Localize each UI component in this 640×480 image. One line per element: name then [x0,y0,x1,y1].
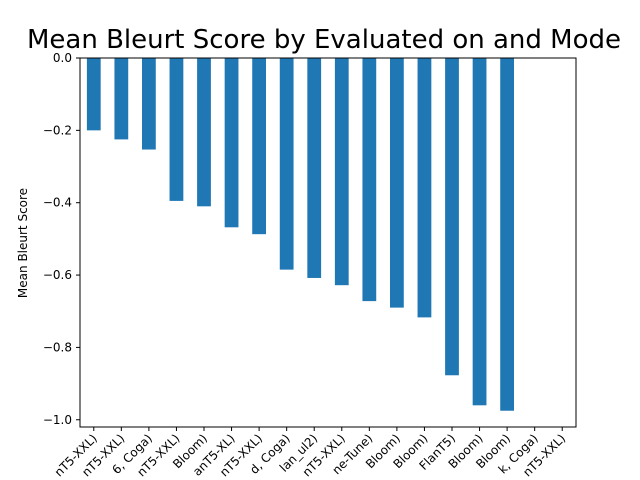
bar [334,58,349,286]
bar [279,58,294,270]
bar [445,58,459,376]
chart-title: Mean Bleurt Score by Evaluated on and Mo… [27,25,621,55]
bar [114,58,129,140]
bar [417,58,432,318]
bar [472,58,487,406]
y-tick-label: −0.4 [43,196,72,210]
bar [224,58,239,228]
y-tick-label: 0.0 [53,51,72,65]
bar [86,58,101,131]
bar [169,58,184,201]
y-tick-label: −0.6 [43,268,72,282]
bar [500,58,514,411]
bar [390,58,404,308]
x-axis-ticks: nT5-XXL)nT5-XXL)6, Coga)nT5-XXL)Bloom)an… [52,427,568,479]
y-tick-label: −0.8 [43,340,72,354]
bar [252,58,266,235]
y-tick-label: −0.2 [43,123,72,137]
plot-frame [79,57,577,428]
bar [307,58,322,278]
y-tick-label: −1.0 [43,413,72,427]
bars-group [86,58,514,411]
bar [142,58,156,150]
y-axis-label: Mean Bleurt Score [16,188,30,298]
bar [362,58,377,302]
bar [197,58,211,207]
y-axis-ticks: 0.0 −0.2 −0.4 −0.6 −0.8 −1.0 [43,51,80,427]
